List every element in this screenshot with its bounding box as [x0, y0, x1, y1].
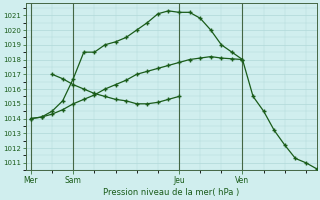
- X-axis label: Pression niveau de la mer( hPa ): Pression niveau de la mer( hPa ): [103, 188, 239, 197]
